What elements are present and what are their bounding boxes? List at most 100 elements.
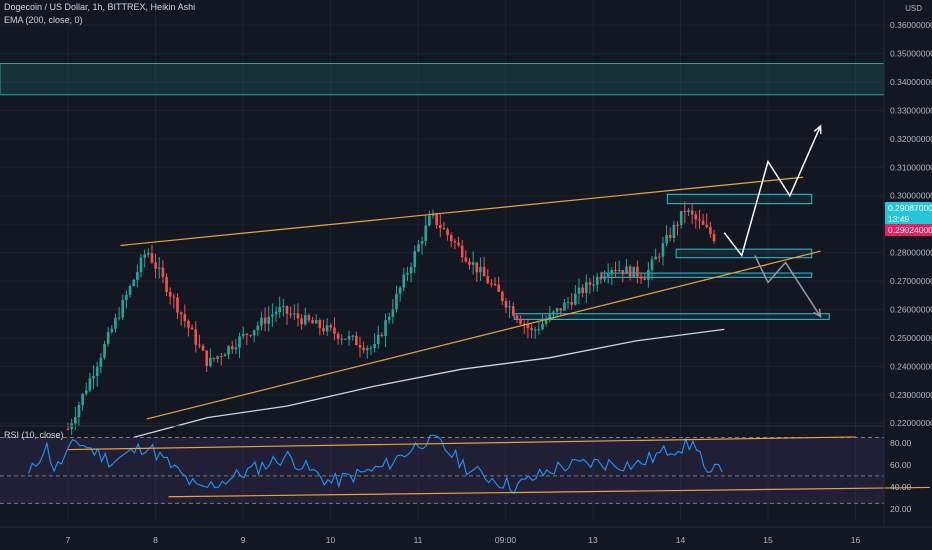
candle-body <box>117 317 121 319</box>
candle-body <box>490 283 493 285</box>
time-tick-label: 15 <box>763 535 773 545</box>
candle-body <box>194 329 198 345</box>
candle-body <box>504 301 508 308</box>
time-tick-label: 11 <box>414 535 423 545</box>
candle-body <box>311 320 314 324</box>
candle-body <box>712 233 716 242</box>
candle-body <box>314 320 318 324</box>
support-resistance-zone <box>601 272 813 278</box>
candle-body <box>260 317 263 326</box>
candle-body <box>603 276 606 280</box>
candle-body <box>234 347 238 350</box>
candle-body <box>519 319 522 324</box>
candle-body <box>446 229 449 236</box>
candle-body <box>168 291 172 297</box>
rsi-tick-label: 80.00 <box>890 438 912 448</box>
candle-body <box>625 266 628 274</box>
candle-body <box>282 306 285 308</box>
candle-body <box>522 323 526 325</box>
candle-body <box>278 306 281 312</box>
candle-body <box>442 227 446 230</box>
candle-body <box>373 344 376 348</box>
candle-body <box>183 314 187 321</box>
candle-body <box>176 297 179 313</box>
candle-body <box>150 253 154 263</box>
candle-body <box>358 345 362 348</box>
candle-body <box>172 296 176 298</box>
candle-body <box>376 334 380 345</box>
candle-body <box>143 254 146 258</box>
last-price-value: 0.29087000 <box>888 203 932 213</box>
candle-body <box>417 244 420 252</box>
candle-body <box>585 282 588 294</box>
candle-body <box>665 234 668 244</box>
candle-body <box>668 234 672 238</box>
candle-body <box>460 245 464 258</box>
candle-body <box>209 357 212 366</box>
candle-body <box>658 256 661 258</box>
candle-body <box>533 329 537 331</box>
support-resistance-zone <box>513 313 830 320</box>
candle-countdown: 13:49 <box>888 214 910 224</box>
candle-body <box>223 354 227 357</box>
rsi-line <box>28 434 723 495</box>
candle-body <box>190 327 194 330</box>
candle-body <box>380 334 384 337</box>
price-tick-label: 0.36000000 <box>890 20 932 30</box>
time-tick-label: 9 <box>241 535 246 545</box>
candle-body <box>592 284 595 286</box>
candle-body <box>617 270 621 272</box>
candle-body <box>336 333 340 340</box>
candle-body <box>694 214 698 220</box>
candle-body <box>647 269 650 280</box>
candle-body <box>300 318 303 325</box>
candle-body <box>241 333 245 337</box>
candle-body <box>698 219 701 221</box>
candle-body <box>508 306 511 308</box>
price-tick-label: 0.35000000 <box>890 49 932 59</box>
rsi-trendline <box>67 436 856 451</box>
price-tick-label: 0.26000000 <box>890 304 932 314</box>
price-tick-label: 0.30000000 <box>890 191 932 201</box>
candle-body <box>293 313 296 315</box>
candle-body <box>369 347 373 349</box>
candle-body <box>271 314 274 317</box>
bullish-projection-path <box>723 125 822 258</box>
candle-body <box>106 332 110 344</box>
candle-body <box>81 393 84 405</box>
candle-body <box>566 302 570 304</box>
candle-body <box>409 266 413 274</box>
candle-body <box>428 215 431 226</box>
price-tick-label: 0.27000000 <box>890 276 932 286</box>
candle-body <box>636 266 639 277</box>
candle-body <box>92 375 95 379</box>
price-tick-label: 0.31000000 <box>890 162 932 172</box>
candle-body <box>453 241 457 243</box>
candle-body <box>530 328 533 331</box>
candle-body <box>570 302 573 305</box>
candle-body <box>650 259 654 270</box>
candle-body <box>351 335 354 337</box>
candle-body <box>709 226 712 234</box>
candle-body <box>230 346 234 350</box>
candle-body <box>74 417 77 424</box>
candle-body <box>340 338 344 340</box>
time-tick-label: 7 <box>66 535 71 545</box>
time-tick-label: 10 <box>326 535 336 545</box>
candle-body <box>249 335 252 337</box>
candle-body <box>479 267 482 273</box>
price-trendline <box>120 176 804 247</box>
price-tick-label: 0.28000000 <box>890 248 932 258</box>
time-tick-label: 8 <box>153 535 158 545</box>
candle-body <box>679 210 683 225</box>
candle-body <box>471 262 475 265</box>
price-tick-label: 0.33000000 <box>890 105 932 115</box>
candle-body <box>344 338 347 340</box>
candle-body <box>77 404 81 418</box>
candle-body <box>66 428 70 430</box>
candle-body <box>599 276 603 280</box>
candle-body <box>387 316 391 321</box>
candle-body <box>238 336 241 348</box>
candle-body <box>245 333 249 336</box>
